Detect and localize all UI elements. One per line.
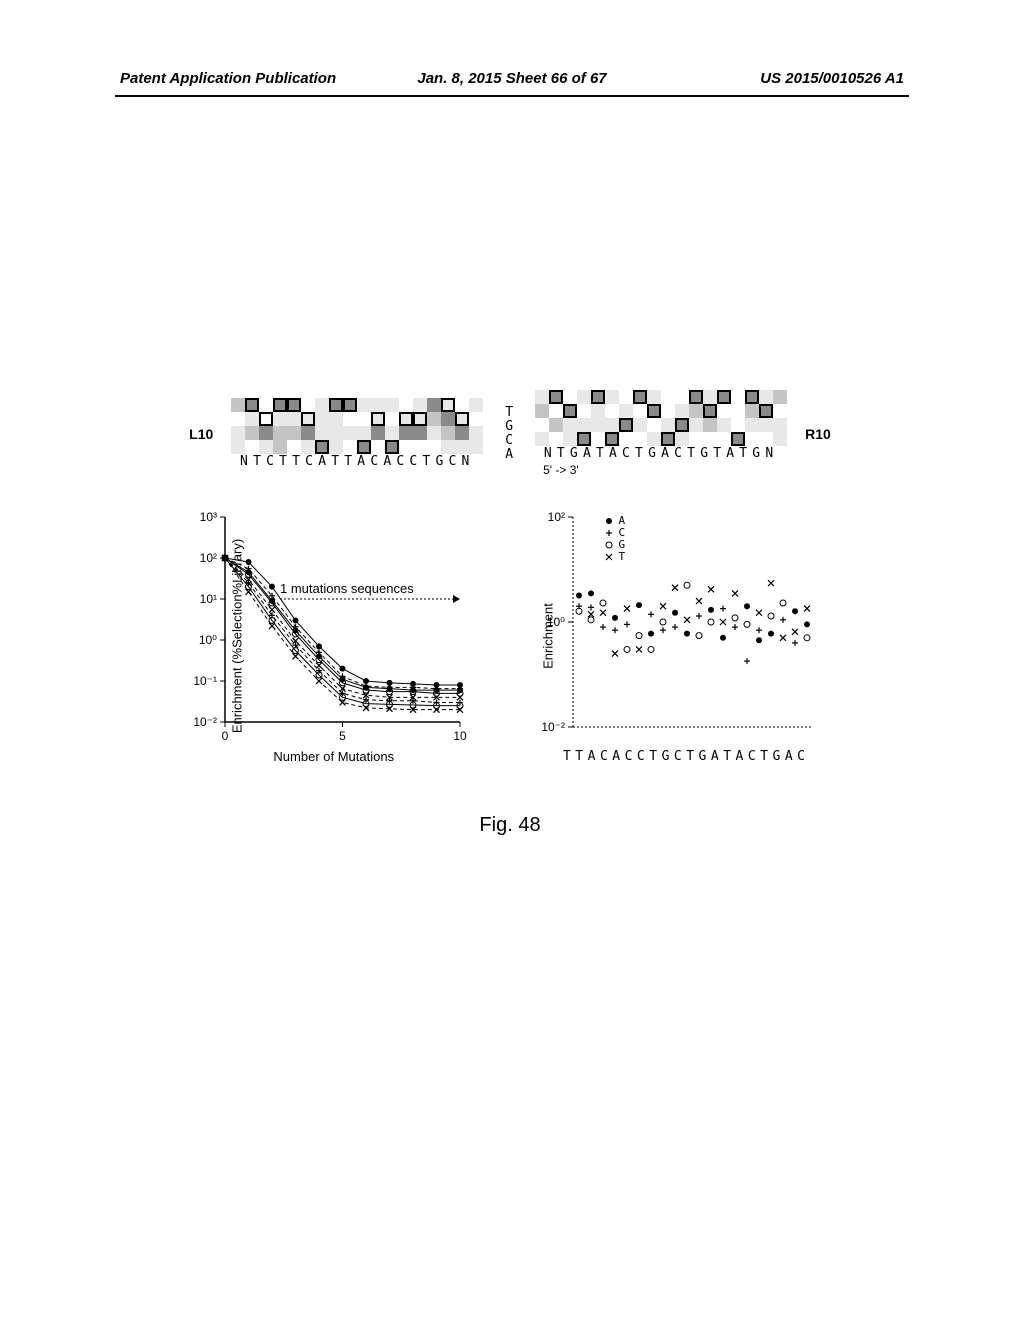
scatter-chart-svg: 10⁻²10⁰10² (523, 507, 823, 747)
scatter-chart-ylabel: Enrichment (540, 603, 555, 669)
heatmap-right-sequence: NTGATACTGACTGTATGN (544, 446, 778, 461)
scatter-chart-xsequence: TTACACCTGCTGATACTGAC (523, 749, 851, 764)
svg-text:10³: 10³ (200, 510, 217, 524)
svg-text:10⁻¹: 10⁻¹ (193, 674, 217, 688)
scatter-legend: ACGT (603, 515, 626, 563)
svg-text:10¹: 10¹ (200, 592, 217, 606)
header-rule (115, 95, 909, 97)
heatmap-row-labels: ACGT (501, 406, 517, 462)
heatmap-direction: 5' -> 3' (543, 463, 579, 477)
heatmap-left-label: L10 (189, 426, 213, 442)
svg-text:10²: 10² (200, 551, 217, 565)
line-chart-ylabel: Enrichment (%Selection%Library) (230, 538, 245, 732)
scatter-chart: Enrichment ACGT 10⁻²10⁰10² TTACACCTGCTGA… (523, 507, 851, 764)
heatmap-left-grid (231, 398, 483, 454)
svg-text:10²: 10² (547, 510, 564, 524)
heatmap-left: NTCTTCATTACACCTGCN (231, 398, 483, 469)
header-right: US 2015/0010526 A1 (760, 70, 904, 87)
line-chart-svg: 10⁻² 10⁻¹ 10⁰ 10¹ 10² 10³ 0 5 10 (170, 507, 470, 747)
figure-caption: Fig. 48 (170, 814, 850, 837)
line-chart-annotation: 1 mutations sequences (280, 581, 414, 596)
svg-text:10⁻²: 10⁻² (193, 715, 217, 729)
svg-text:10⁻²: 10⁻² (541, 720, 565, 734)
header-center: Jan. 8, 2015 Sheet 66 of 67 (417, 70, 606, 87)
svg-text:10: 10 (453, 729, 467, 743)
heatmap-right-label: R10 (805, 426, 831, 442)
heatmaps-row: L10 NTCTTCATTACACCTGCN ACGT NTGATACTGACT… (170, 390, 850, 477)
svg-text:5: 5 (339, 729, 346, 743)
page-header: Patent Application Publication Jan. 8, 2… (0, 70, 1024, 87)
charts-row: Enrichment (%Selection%Library) 10⁻² 10⁻¹… (170, 507, 850, 764)
heatmap-right-grid (535, 390, 787, 446)
heatmap-right: NTGATACTGACTGTATGN 5' -> 3' (535, 390, 787, 477)
svg-text:10⁰: 10⁰ (199, 633, 217, 647)
header-left: Patent Application Publication (120, 70, 336, 87)
figure-area: L10 NTCTTCATTACACCTGCN ACGT NTGATACTGACT… (170, 390, 850, 837)
line-chart-xlabel: Number of Mutations (170, 749, 498, 764)
heatmap-left-sequence: NTCTTCATTACACCTGCN (240, 454, 474, 469)
line-chart: Enrichment (%Selection%Library) 10⁻² 10⁻¹… (170, 507, 498, 764)
svg-text:0: 0 (222, 729, 229, 743)
